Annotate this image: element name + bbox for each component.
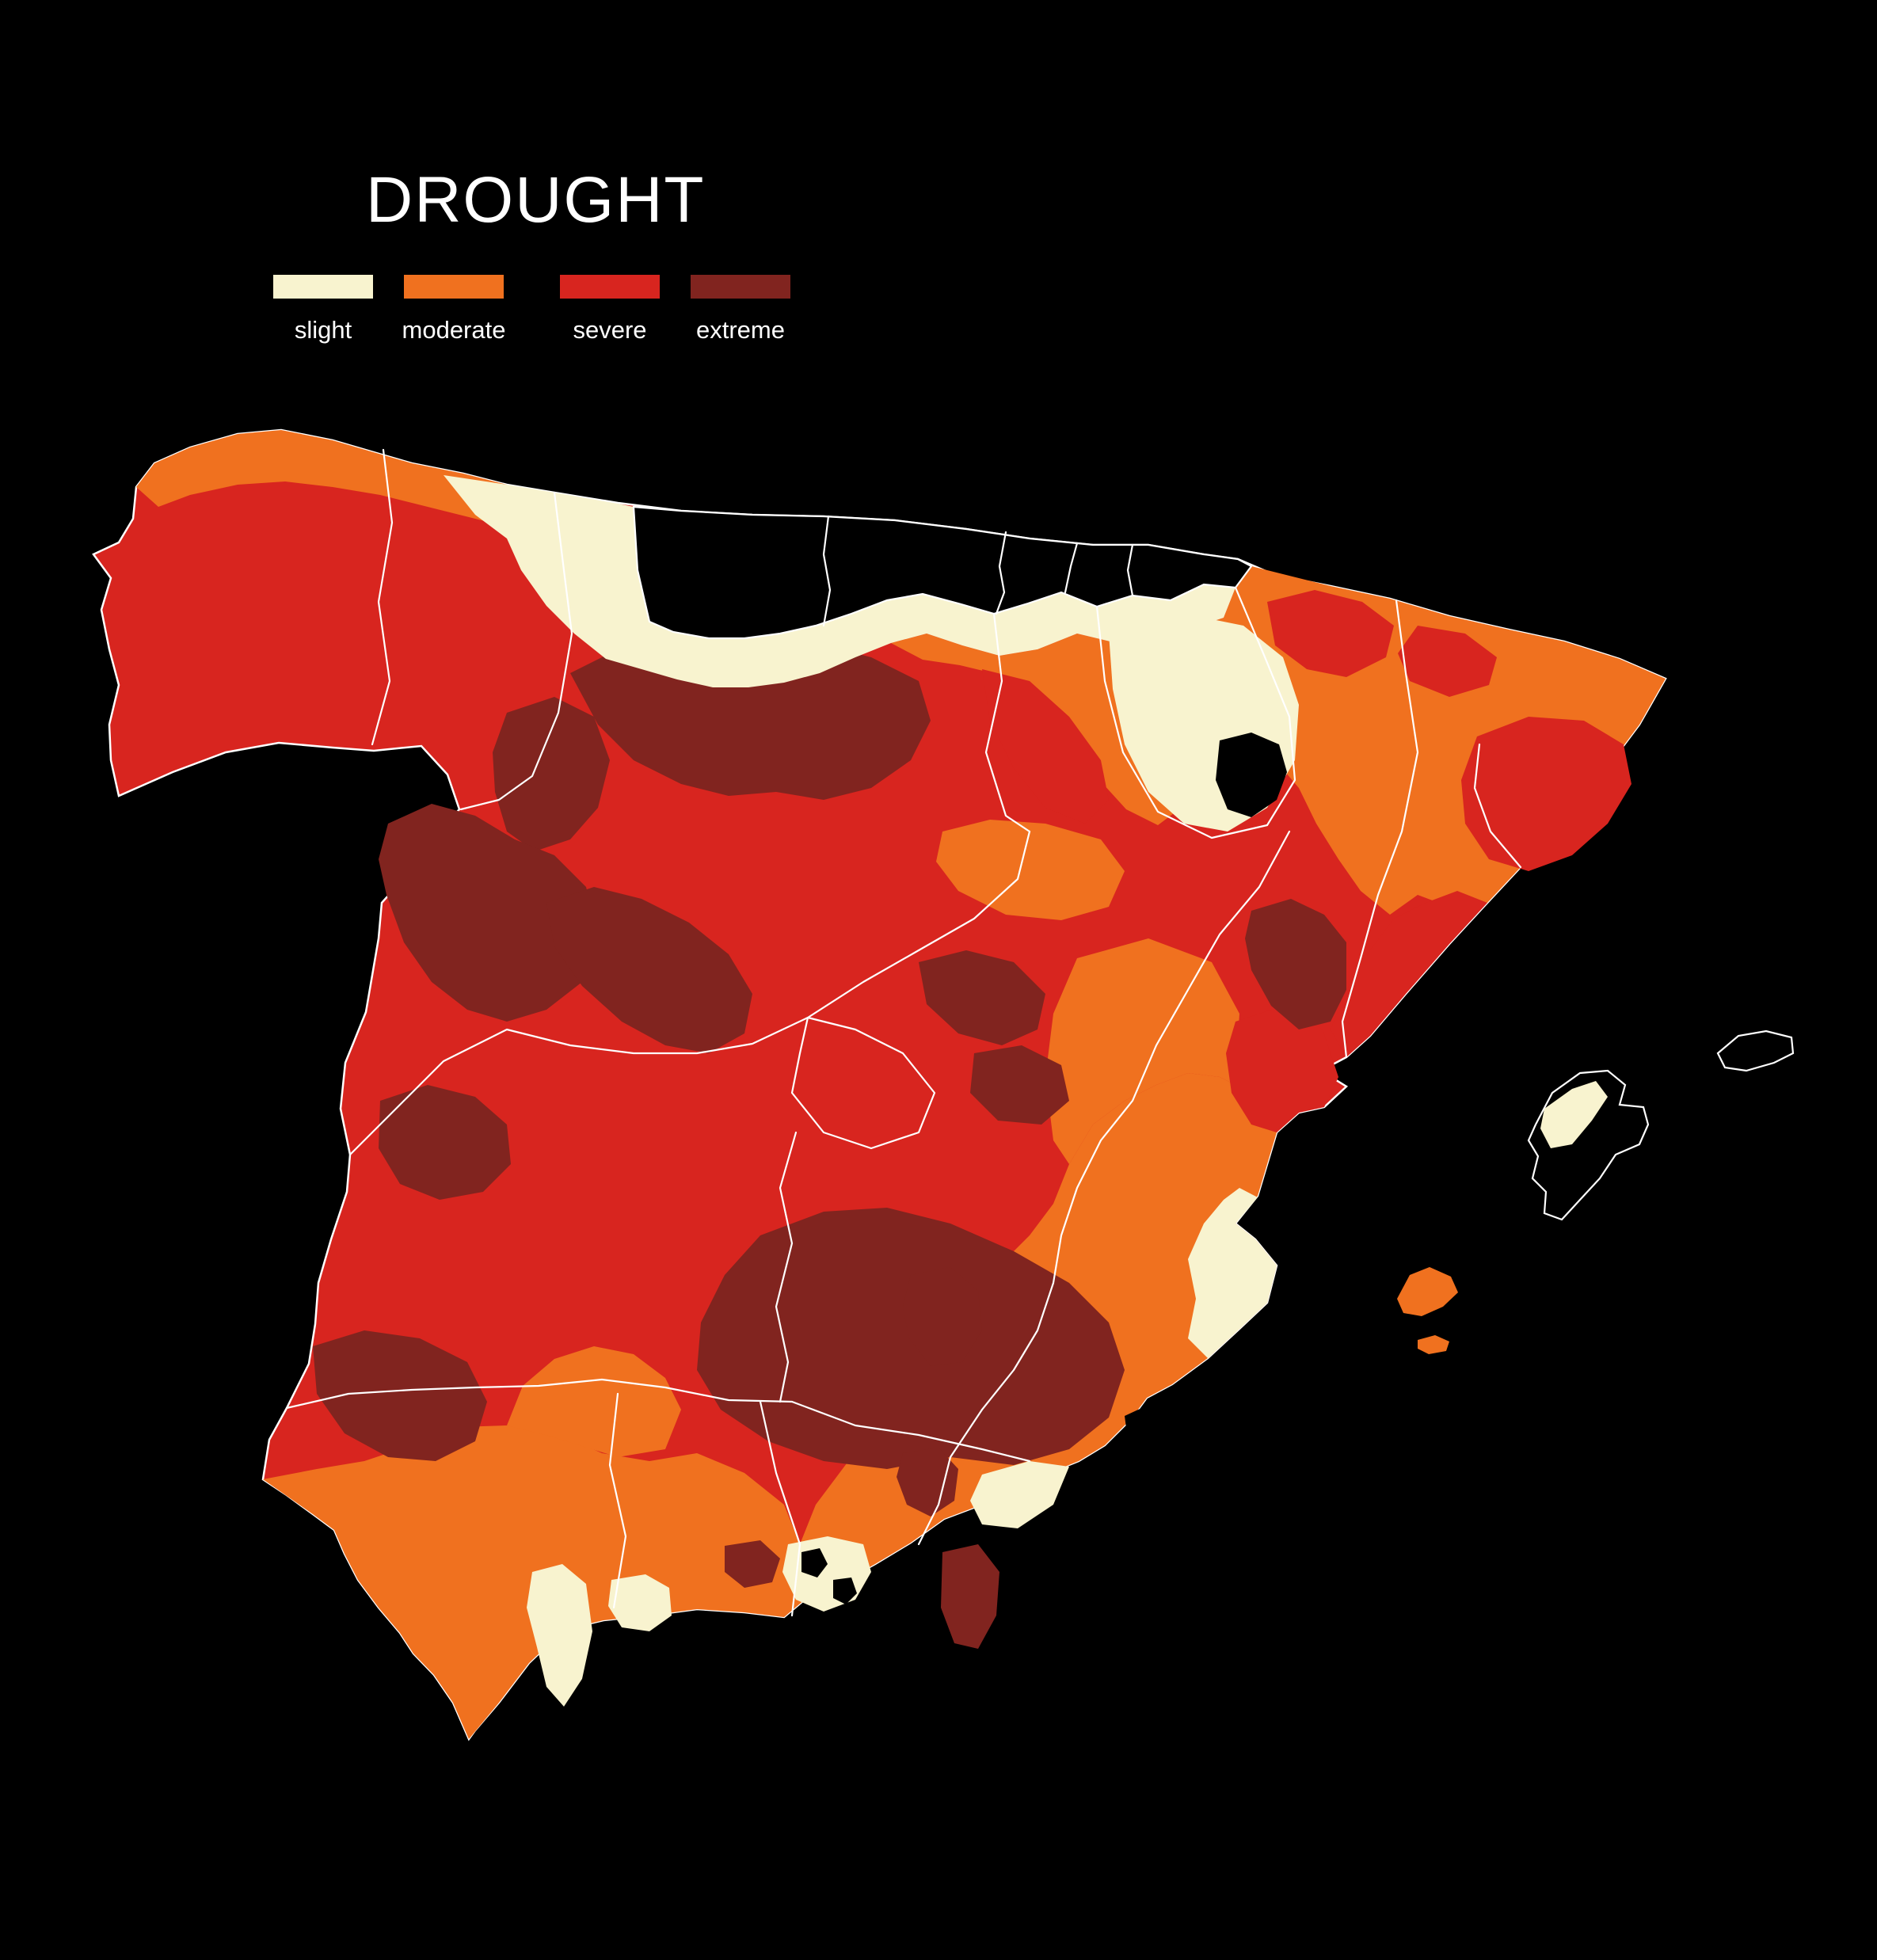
border-andalucia-north: [285, 1378, 1031, 1463]
region-extreme-cazorla: [903, 1267, 982, 1366]
no-data-regions: [632, 505, 1287, 1604]
island-menorca-outline: [1716, 1029, 1795, 1072]
region-severe-girona: [1461, 717, 1631, 871]
legend-label-extreme: extreme: [696, 316, 785, 344]
region-nodata-granada-hole-2: [833, 1578, 857, 1604]
legend-label-slight: slight: [294, 316, 352, 344]
border-valencia-clm: [980, 830, 1291, 1411]
severe-drought-patches: [982, 590, 1631, 1132]
region-extreme-sierra-espuna: [897, 1448, 958, 1517]
border-cantabria-bizkaia: [995, 531, 1007, 615]
region-nodata-mar-menor: [1125, 1406, 1158, 1443]
region-extreme-sistema-central: [546, 887, 752, 1053]
border-girona-barcelona: [1473, 743, 1522, 869]
region-slight-malaga: [608, 1574, 672, 1631]
region-extreme-almeria-sierra: [941, 1544, 999, 1649]
region-extreme-north-central: [570, 634, 931, 800]
border-gipuzkoa-navarra: [1126, 543, 1134, 597]
region-moderate-calatayud: [936, 820, 1125, 920]
region-extreme-badajoz: [313, 1330, 487, 1461]
region-severe-rioja: [982, 669, 1109, 824]
border-burgos-soria: [984, 612, 1031, 833]
border-madrid-ring: [790, 1016, 936, 1150]
legend-label-severe: severe: [573, 316, 647, 344]
border-galicia-internal: [371, 448, 394, 746]
region-moderate-galicia-north-coast: [136, 430, 519, 539]
map-title: DROUGHT: [366, 164, 706, 236]
region-extreme-zamora-sanabria: [379, 804, 598, 1022]
region-extreme-malaga-sierra: [725, 1540, 780, 1588]
legend-label-moderate: moderate: [402, 316, 506, 344]
region-severe-pyrenees-east: [1398, 626, 1497, 697]
legend-swatch-extreme: [691, 275, 790, 299]
legend-swatch-slight: [273, 275, 373, 299]
region-nodata-navarra-hole: [1216, 733, 1287, 817]
region-moderate-guadalquivir: [507, 1346, 681, 1457]
legend-swatch-moderate: [404, 275, 504, 299]
border-murcia-andalucia: [917, 1408, 984, 1546]
region-slight-valencia-coast: [1188, 1188, 1277, 1358]
border-extremadura-clm: [775, 1131, 798, 1403]
region-nodata-granada-hole-1: [801, 1548, 828, 1578]
legend-swatch-severe: [560, 275, 660, 299]
island-mallorca-slight-patch: [1540, 1081, 1608, 1148]
extreme-drought-regions: [313, 634, 1346, 1649]
border-galicia-castilla: [459, 491, 573, 811]
island-formentera: [1418, 1335, 1449, 1354]
border-castillayleon-south: [348, 830, 1031, 1156]
island-ibiza: [1397, 1267, 1458, 1316]
region-moderate-cuenca-teruel: [1045, 938, 1251, 1164]
region-nodata-cantabrian-basque: [632, 505, 1253, 640]
region-slight-cadiz: [527, 1564, 592, 1707]
balearic-islands: [1397, 1029, 1795, 1354]
region-extreme-tajo: [970, 1045, 1069, 1125]
border-asturias-cantabria: [822, 515, 832, 627]
region-slight-north-coast-band: [444, 475, 1235, 687]
border-granada-malaga: [759, 1400, 801, 1617]
region-extreme-caceres: [379, 1085, 511, 1200]
region-severe-coast-barcelona: [1331, 891, 1487, 1057]
border-navarra-ring: [1095, 586, 1296, 839]
region-extreme-els-ports-delta: [1245, 899, 1346, 1029]
region-extreme-guadarrama-east: [919, 950, 1045, 1045]
border-sevilla-cordoba: [608, 1392, 627, 1609]
region-slight-murcia-coast: [970, 1461, 1069, 1528]
region-extreme-leon: [493, 697, 610, 851]
border-aragon-catalonia: [1341, 599, 1419, 1059]
province-borders: [285, 448, 1522, 1617]
region-severe-pyrenees-west: [1267, 590, 1394, 677]
region-severe-ebro-south: [1226, 1006, 1338, 1132]
border-bizkaia-gipuzkoa: [1064, 542, 1079, 594]
